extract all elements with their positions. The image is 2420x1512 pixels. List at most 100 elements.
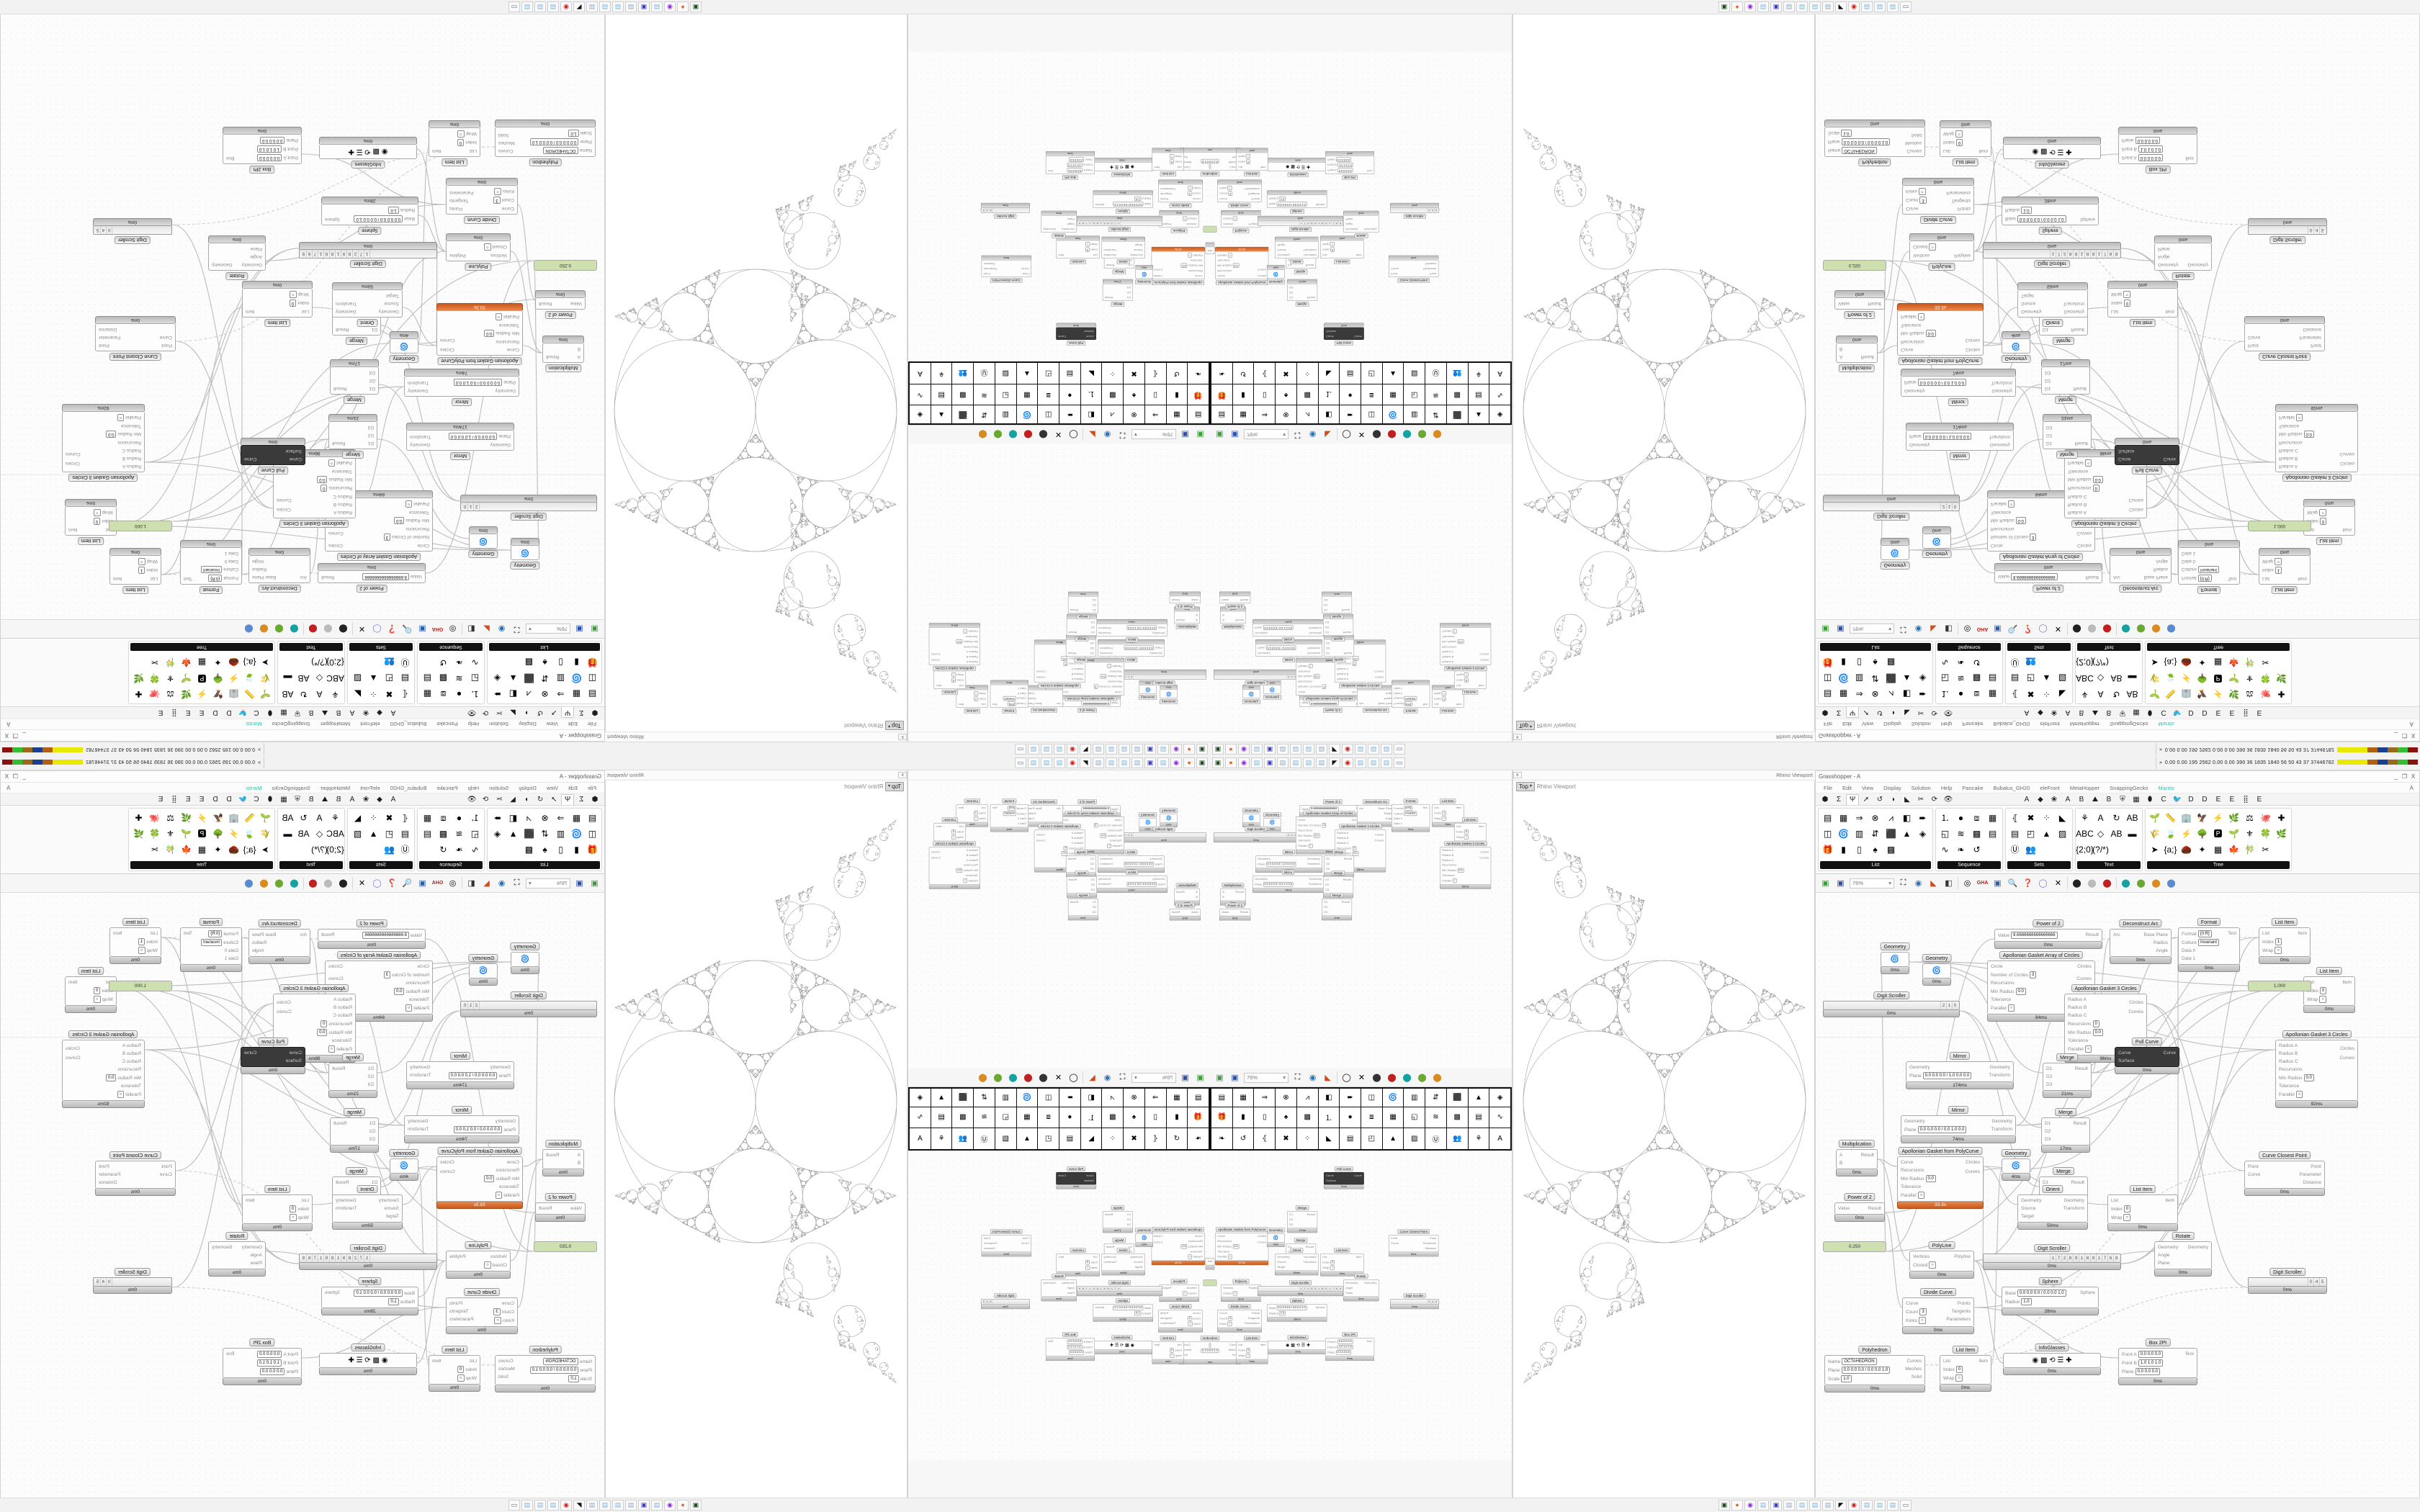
shuffle-icon[interactable]: ✕ xyxy=(1358,1074,1366,1082)
component-icon[interactable]: ▩ xyxy=(439,673,448,684)
component-icon[interactable]: ▦ xyxy=(1166,1089,1188,1107)
node-input-row[interactable]: List xyxy=(290,1197,309,1204)
component-icon[interactable]: ▨ xyxy=(995,363,1016,384)
node-input-row[interactable]: List xyxy=(1170,1344,1182,1348)
scroller-digit[interactable]: 0 xyxy=(989,1299,993,1305)
gh-node-number-slider-green[interactable]: 0.250 xyxy=(1210,226,1217,233)
port-value[interactable]: ○ xyxy=(1107,844,1112,849)
node-input-row[interactable]: Radius A xyxy=(317,996,352,1003)
node-input-row[interactable]: Wrap ○ xyxy=(1238,153,1250,158)
node-input-row[interactable]: Plane 0.0 0.0 0.0 / 1.0 0.0 0.0 xyxy=(1909,433,1972,440)
node-input-row[interactable]: Format {0:R} xyxy=(201,930,238,937)
gh-node-apollonian-gasket-from-polycurve[interactable]: Apollonian Gasket from PolyCurve Curve Rec… xyxy=(1214,247,1268,286)
port-value[interactable]: ○ xyxy=(1227,185,1232,190)
node-input-row[interactable]: Plane 0.0 0.0 0.0 / 0.0 1.0 0.0 xyxy=(1126,625,1165,630)
port-value[interactable]: 0.0 0.0 0.0 / 0.0 0.0 1.0 xyxy=(1113,1305,1144,1310)
tab-bubalus-icon[interactable]: ❀ xyxy=(362,708,369,717)
scroller-digit[interactable]: 2 xyxy=(1306,1286,1309,1292)
node-input-row[interactable]: Recursions xyxy=(956,863,978,868)
node-output-row[interactable]: Curves xyxy=(931,856,941,860)
node-output-row[interactable]: Tangents xyxy=(449,197,474,204)
node-input-row[interactable]: Radius C xyxy=(317,493,352,500)
node-input-row[interactable]: Index 1 xyxy=(138,567,158,574)
scroll-icon[interactable]: ▤ xyxy=(1093,757,1104,768)
node-input-row[interactable]: Data 0 xyxy=(201,948,238,954)
node-input-row[interactable]: Wrap ○ xyxy=(1434,816,1446,821)
notepad-icon[interactable]: ▤ xyxy=(1251,757,1263,768)
component-icon[interactable]: ◱ xyxy=(470,828,480,839)
grasshopper-icon[interactable]: ◉ xyxy=(1067,744,1078,755)
port-value[interactable]: ○ xyxy=(457,1374,465,1382)
node-input-row[interactable]: Radius A xyxy=(2279,463,2314,469)
port-value[interactable]: Invariant xyxy=(1403,696,1417,701)
node-body[interactable]: Point A 0.0 0.0 0.0 Point B 1.0 1.0 1.0 Plan… xyxy=(2118,134,2197,164)
owl-icon[interactable]: ◉ xyxy=(1238,757,1250,768)
node-input-row[interactable]: List xyxy=(1170,165,1182,169)
component-icon[interactable]: ⬛ xyxy=(524,673,534,684)
gh-node-geometry-param-a[interactable]: Geometry 🌀 0ms xyxy=(510,538,540,570)
tab-transform-icon[interactable]: ⟳ xyxy=(482,795,489,804)
component-icon[interactable]: 🌳 xyxy=(212,828,223,839)
component-icon[interactable]: 🍃 xyxy=(244,828,255,839)
component-icon[interactable]: ⬛ xyxy=(1886,673,1896,684)
component-icon[interactable]: ▯ xyxy=(558,657,563,668)
gh-node-geometry-param-b[interactable]: Geometry 🌀 0ms xyxy=(1922,526,1952,558)
component-icon[interactable]: 🍁 xyxy=(181,844,192,855)
node-body[interactable]: Geometry Plane 0.0 0.0 0.0 / 0.0 1.0 0.0 Ge… xyxy=(404,1115,519,1136)
save64-icon[interactable]: ▣ xyxy=(1264,757,1276,768)
node-input-row[interactable]: D2 xyxy=(1288,1250,1291,1254)
node-output-row[interactable]: Geometry xyxy=(1098,878,1111,882)
node-body[interactable]: List Index 1 Wrap ○ Item xyxy=(109,927,161,957)
port-value[interactable]: 1.0 1.0 1.0 xyxy=(1067,1344,1083,1350)
gh-node-curve-closest-point[interactable]: Curve Closest Point Point Curve Point Parame… xyxy=(95,316,176,361)
port-value[interactable]: 0 xyxy=(1330,1260,1335,1265)
node-input-row[interactable]: D3 xyxy=(1090,867,1094,871)
component-icon[interactable]: 🌾 xyxy=(2149,673,2160,684)
notepad-icon[interactable]: ▤ xyxy=(1887,1,1899,12)
gh-node-high-scroller[interactable]: Digit Scroller 0 4 5 0ms xyxy=(93,218,172,244)
port-value[interactable]: 0.0 0.0 0.0 / 0.0 0.0 1.0 xyxy=(1210,1349,1219,1354)
node-body[interactable]: Point A 0.0 0.0 0.0 Point B 1.0 1.0 1.0 Plan… xyxy=(1045,156,1095,175)
bake-icon[interactable]: ◯ xyxy=(2038,624,2048,633)
node-output-row[interactable]: Solid xyxy=(1229,1354,1239,1358)
component-icon[interactable]: ▤ xyxy=(423,673,432,684)
node-output-row[interactable]: Meshes xyxy=(498,140,515,146)
scroller-digit[interactable]: 9 xyxy=(2090,250,2096,258)
component-icon[interactable]: 🌱 xyxy=(2149,689,2160,700)
node-input-row[interactable]: Tolerance xyxy=(1442,634,1464,639)
component-icon[interactable]: ABC xyxy=(2076,673,2094,684)
gh-node-mirror-a[interactable]: Mirror Geometry Plane 0.0 0.0 0.0 / 1.0 0.0… xyxy=(406,1052,514,1089)
node-output-row[interactable]: Circles xyxy=(1257,1234,1265,1238)
port-value[interactable]: Invariant xyxy=(2197,566,2219,573)
tab-b1-icon[interactable]: B xyxy=(336,708,341,717)
gh-node-geometry-param-a[interactable]: Geometry 🌀 0ms xyxy=(1880,538,1910,570)
component-icon[interactable]: 🏢 xyxy=(2181,689,2192,700)
node-input-row[interactable]: D3 xyxy=(1324,598,1327,602)
component-icon[interactable]: ⧈ xyxy=(440,812,447,823)
view-teal-icon[interactable]: ⬤ xyxy=(290,879,299,888)
node-input-row[interactable]: D2 xyxy=(2045,377,2051,384)
node-body[interactable]: Curve Surface Curve xyxy=(241,1047,305,1067)
component-icon[interactable]: 🍀 xyxy=(149,828,160,839)
component-icon[interactable]: A xyxy=(1489,1128,1510,1149)
gh-node-list-item-a[interactable]: List Item List Index 1 Wrap ○ Item 0ms xyxy=(1431,798,1464,827)
component-icon[interactable]: ◰ xyxy=(1038,1128,1059,1149)
component-icon[interactable]: 👥 xyxy=(384,657,395,668)
node-body[interactable]: Base 0.0 0.0 0.0 / 0.0 0.0 1.0 Radius 1.0 Sp… xyxy=(1267,194,1327,208)
port-value[interactable]: 0.0 0.0 0.0 / 0.0 0.0 1.0 xyxy=(1113,202,1144,207)
node-input-row[interactable]: Point B 1.0 1.0 1.0 xyxy=(1067,162,1093,168)
port-value[interactable]: 0.0 0.0 0.0 xyxy=(1337,168,1353,173)
port-value[interactable]: 0 xyxy=(1170,1348,1174,1353)
menu-item-view[interactable]: View xyxy=(546,784,558,791)
node-body[interactable]: Vertices Closed ○ Polyline xyxy=(1159,1284,1199,1297)
node-input-row[interactable]: D2 xyxy=(368,1074,374,1080)
node-output-row[interactable]: Transform xyxy=(410,433,431,440)
component-icon[interactable]: 🎁 xyxy=(587,844,598,855)
scroller-digit[interactable]: 9 xyxy=(1103,220,1107,226)
